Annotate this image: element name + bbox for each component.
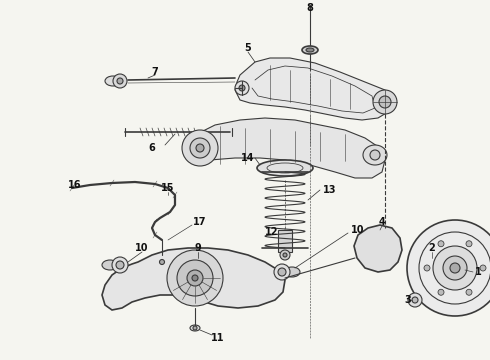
Ellipse shape xyxy=(222,128,242,136)
Text: 8: 8 xyxy=(307,3,314,13)
Text: 12: 12 xyxy=(265,227,279,237)
Circle shape xyxy=(116,261,124,269)
Text: 10: 10 xyxy=(135,243,149,253)
Ellipse shape xyxy=(426,254,438,282)
Polygon shape xyxy=(190,118,385,178)
Circle shape xyxy=(280,250,290,260)
Ellipse shape xyxy=(158,255,166,261)
Circle shape xyxy=(192,275,198,281)
Circle shape xyxy=(466,241,472,247)
Ellipse shape xyxy=(306,48,314,52)
Circle shape xyxy=(443,256,467,280)
Text: 15: 15 xyxy=(161,183,175,193)
Text: 9: 9 xyxy=(195,243,201,253)
Polygon shape xyxy=(102,248,285,310)
Circle shape xyxy=(450,263,460,273)
Circle shape xyxy=(193,326,197,330)
Circle shape xyxy=(379,96,391,108)
Circle shape xyxy=(466,289,472,295)
Text: 6: 6 xyxy=(148,143,155,153)
Polygon shape xyxy=(235,58,392,120)
Text: 17: 17 xyxy=(193,217,207,227)
Polygon shape xyxy=(354,225,402,272)
Ellipse shape xyxy=(257,160,313,176)
Ellipse shape xyxy=(363,145,387,165)
Circle shape xyxy=(190,138,210,158)
Text: 5: 5 xyxy=(245,43,251,53)
Circle shape xyxy=(408,293,422,307)
Text: 10: 10 xyxy=(351,225,365,235)
Circle shape xyxy=(113,74,127,88)
Text: 3: 3 xyxy=(405,295,412,305)
Text: 14: 14 xyxy=(241,153,255,163)
Circle shape xyxy=(235,81,249,95)
Text: 4: 4 xyxy=(379,217,385,227)
Ellipse shape xyxy=(420,246,444,290)
Circle shape xyxy=(438,289,444,295)
Circle shape xyxy=(370,150,380,160)
Ellipse shape xyxy=(190,325,200,331)
Text: 11: 11 xyxy=(211,333,225,343)
Circle shape xyxy=(407,220,490,316)
Circle shape xyxy=(112,257,128,273)
Polygon shape xyxy=(278,230,292,252)
Circle shape xyxy=(187,270,203,286)
Circle shape xyxy=(424,265,430,271)
Ellipse shape xyxy=(302,46,318,54)
Ellipse shape xyxy=(284,267,300,277)
Circle shape xyxy=(167,250,223,306)
Circle shape xyxy=(438,241,444,247)
Circle shape xyxy=(412,297,418,303)
Text: 16: 16 xyxy=(68,180,82,190)
Circle shape xyxy=(239,85,245,91)
Circle shape xyxy=(196,144,204,152)
Text: 2: 2 xyxy=(429,243,436,253)
Text: 7: 7 xyxy=(151,67,158,77)
Circle shape xyxy=(177,260,213,296)
Ellipse shape xyxy=(102,260,118,270)
Circle shape xyxy=(160,260,165,265)
Circle shape xyxy=(117,78,123,84)
Text: 13: 13 xyxy=(323,185,337,195)
Circle shape xyxy=(373,90,397,114)
Circle shape xyxy=(278,268,286,276)
Circle shape xyxy=(433,246,477,290)
Circle shape xyxy=(283,253,287,257)
Circle shape xyxy=(274,264,290,280)
Circle shape xyxy=(480,265,486,271)
Circle shape xyxy=(182,130,218,166)
Text: 1: 1 xyxy=(475,267,481,277)
Ellipse shape xyxy=(105,76,121,86)
